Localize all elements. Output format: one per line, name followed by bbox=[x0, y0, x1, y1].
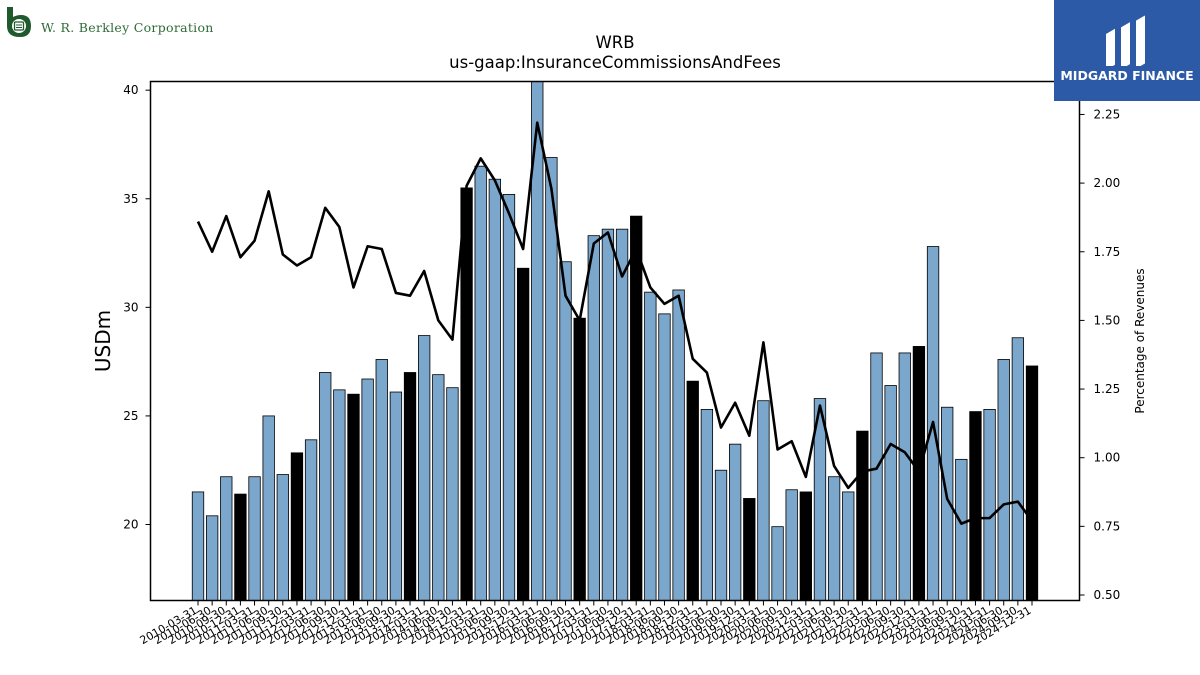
bar bbox=[672, 289, 685, 601]
chart-subtitle: us-gaap:InsuranceCommissionsAndFees bbox=[449, 53, 781, 72]
bar bbox=[502, 194, 516, 601]
bar bbox=[983, 408, 996, 601]
bar bbox=[615, 228, 629, 601]
bar bbox=[333, 389, 346, 601]
plot-frame bbox=[149, 80, 1081, 602]
percentage-line bbox=[196, 121, 1034, 525]
bar bbox=[262, 415, 275, 601]
bar bbox=[403, 372, 417, 601]
bar bbox=[884, 385, 897, 601]
bar bbox=[446, 387, 459, 601]
bar bbox=[686, 380, 699, 601]
bar bbox=[432, 374, 445, 601]
bar bbox=[516, 267, 530, 601]
y2-tick-label: 0.50 bbox=[1094, 588, 1121, 602]
bar bbox=[220, 476, 233, 601]
y-tick-label: 20 bbox=[123, 517, 138, 531]
bar bbox=[488, 178, 502, 601]
bar bbox=[1025, 365, 1039, 601]
bar bbox=[290, 452, 304, 601]
bar bbox=[559, 261, 572, 601]
bar bbox=[856, 430, 869, 601]
bar bbox=[460, 187, 473, 601]
y2-tick-label: 2.00 bbox=[1094, 176, 1121, 190]
bar bbox=[955, 458, 968, 601]
bar bbox=[191, 491, 205, 601]
bar bbox=[870, 352, 883, 601]
y-tick-label: 30 bbox=[123, 300, 138, 314]
bar bbox=[700, 408, 714, 601]
bar bbox=[785, 489, 798, 601]
bar bbox=[234, 493, 247, 601]
bar bbox=[898, 352, 911, 601]
bar bbox=[714, 469, 728, 601]
y2-tick-label: 1.00 bbox=[1094, 451, 1121, 465]
bar bbox=[474, 165, 487, 601]
bar bbox=[827, 476, 841, 601]
brand-logo: MIDGARD FINANCE bbox=[1054, 0, 1200, 101]
percentage-line-path bbox=[196, 121, 1034, 525]
company-logo: W. R. Berkley Corporation bbox=[4, 5, 254, 39]
bar bbox=[799, 491, 812, 601]
midgard-finance-logo-icon bbox=[1106, 15, 1145, 66]
y2-axis-label: Percentage of Revenues bbox=[1133, 268, 1147, 413]
bar bbox=[601, 228, 615, 601]
bar bbox=[276, 474, 289, 601]
y2-tick-label: 1.25 bbox=[1094, 382, 1121, 396]
y2-tick-label: 0.75 bbox=[1094, 519, 1121, 533]
y2-axis-ticks: 0.50 0.75 1.00 1.25 1.50 1.75 2.00 2.25 bbox=[1079, 107, 1121, 602]
bar bbox=[319, 372, 332, 601]
company-name: W. R. Berkley Corporation bbox=[41, 20, 214, 35]
bar bbox=[912, 346, 926, 601]
bar bbox=[361, 378, 374, 601]
bar bbox=[743, 498, 756, 601]
bar bbox=[658, 313, 671, 601]
bar bbox=[347, 393, 360, 601]
y-tick-label: 35 bbox=[123, 192, 138, 206]
bar bbox=[757, 400, 770, 601]
bar bbox=[587, 235, 600, 601]
bar bbox=[969, 411, 982, 601]
y-axis-ticks: 20 25 30 35 40 bbox=[123, 83, 151, 531]
y-tick-label: 25 bbox=[123, 409, 138, 423]
berkley-emblem-icon bbox=[7, 7, 31, 37]
y2-tick-label: 2.25 bbox=[1094, 107, 1121, 121]
y2-tick-label: 1.50 bbox=[1094, 313, 1121, 327]
bar bbox=[205, 515, 219, 601]
bar bbox=[644, 291, 657, 601]
bar bbox=[771, 526, 784, 601]
bar bbox=[418, 335, 431, 601]
bar bbox=[375, 359, 388, 601]
bar bbox=[304, 439, 318, 601]
bar bbox=[729, 443, 742, 601]
y2-tick-label: 1.75 bbox=[1094, 245, 1121, 259]
chart-title: WRB bbox=[595, 33, 634, 52]
bar bbox=[997, 359, 1010, 601]
y-axis-label: USDm bbox=[91, 310, 115, 372]
bar bbox=[389, 391, 403, 601]
bar bbox=[1011, 337, 1025, 601]
x-axis-ticks: 2010-03-312010-06-302010-09-302010-12-31… bbox=[138, 600, 1034, 647]
brand-name: MIDGARD FINANCE bbox=[1060, 68, 1194, 83]
bar bbox=[573, 317, 586, 601]
bar bbox=[248, 476, 261, 601]
bar bbox=[842, 491, 855, 601]
bar bbox=[630, 215, 643, 601]
y-tick-label: 40 bbox=[123, 83, 138, 97]
bars bbox=[191, 81, 1039, 601]
